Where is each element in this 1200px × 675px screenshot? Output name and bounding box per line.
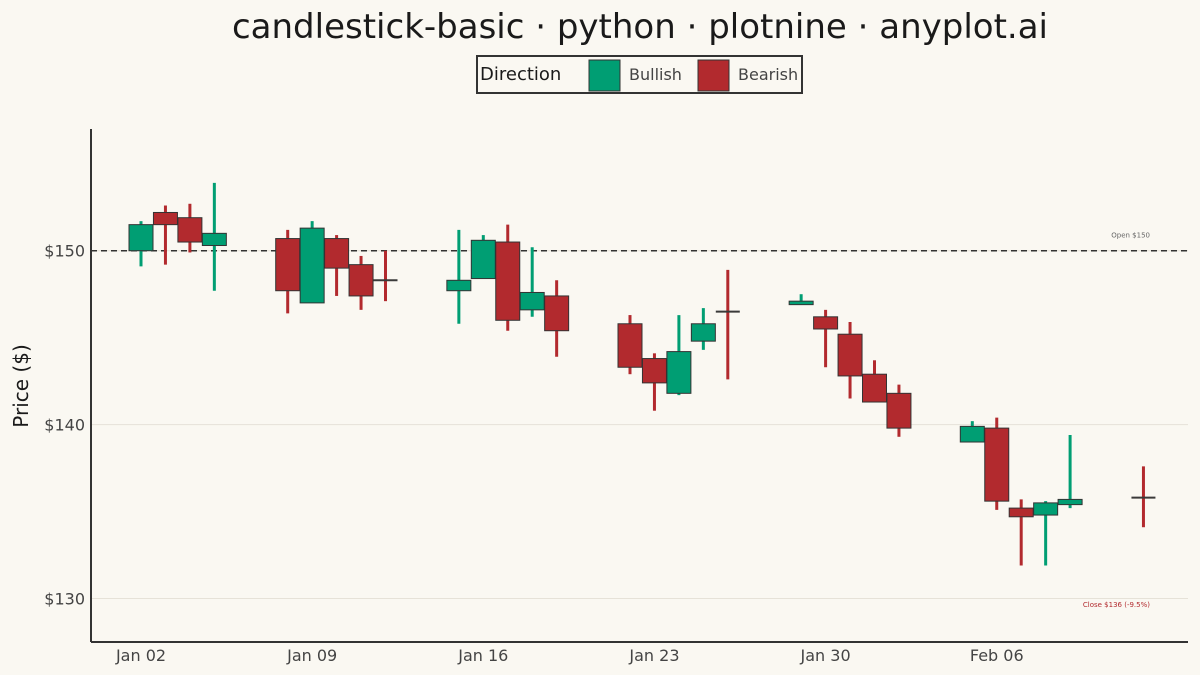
candle-bullish xyxy=(446,229,472,324)
y-tick-label: $130 xyxy=(44,590,85,609)
tick-labels: $130 $140 $150 Jan 02 Jan 09 Jan 16 Jan 23 Jan … xyxy=(44,242,1023,665)
candle-body xyxy=(177,217,203,243)
candles xyxy=(128,182,1156,566)
candle-bullish xyxy=(128,221,154,267)
candle-bearish xyxy=(177,203,203,253)
candle-body xyxy=(275,238,301,292)
candle-bullish xyxy=(1057,435,1083,509)
legend-swatch-bearish xyxy=(697,59,730,92)
candle-bullish xyxy=(201,182,227,291)
legend-label-bullish: Bullish xyxy=(629,65,682,84)
candle-bearish xyxy=(495,224,521,331)
candle-body xyxy=(446,279,472,292)
reference-line-group: Open $150 xyxy=(91,232,1188,252)
candle-body xyxy=(519,291,545,311)
candle-bearish xyxy=(275,229,301,314)
candle-bullish xyxy=(690,308,716,350)
y-tick-label: $150 xyxy=(44,242,85,261)
legend-swatch-bullish xyxy=(588,59,621,92)
candle-body xyxy=(128,224,154,252)
reference-line-label: Open $150 xyxy=(1111,232,1150,240)
candle-bearish xyxy=(813,309,839,368)
candle-body xyxy=(348,264,374,297)
candle-bearish xyxy=(373,250,398,302)
x-tick-label: Jan 02 xyxy=(115,646,166,665)
candle-body xyxy=(1033,502,1059,516)
candle-bearish xyxy=(715,269,740,380)
grid-lines xyxy=(91,250,1188,600)
candle-body xyxy=(152,211,178,226)
y-axis-label: Price ($) xyxy=(9,344,33,427)
candle-body xyxy=(299,227,325,304)
candle-bearish xyxy=(1131,466,1156,528)
x-tick-label: Feb 06 xyxy=(970,646,1024,665)
annotations: Close $136 (-9.5%) xyxy=(1083,601,1150,609)
legend-title: Direction xyxy=(480,64,561,85)
candle-bullish xyxy=(470,235,496,280)
candle-body xyxy=(495,241,521,321)
candle-body xyxy=(862,373,887,403)
legend-label-bearish: Bearish xyxy=(738,65,798,84)
legend: Direction Bullish Bearish xyxy=(476,55,803,94)
candle-body xyxy=(690,323,716,342)
candle-bearish xyxy=(617,315,643,375)
candle-bearish xyxy=(1008,499,1034,566)
candle-bearish xyxy=(348,255,374,310)
candle-body xyxy=(1057,498,1083,506)
candle-body xyxy=(886,392,912,429)
legend-box xyxy=(476,55,803,94)
candle-bullish xyxy=(666,315,692,396)
candle-bullish xyxy=(1033,501,1059,566)
candle-body xyxy=(544,295,570,332)
candle-bearish xyxy=(886,384,912,437)
close-annotation: Close $136 (-9.5%) xyxy=(1083,601,1150,609)
candle-bearish xyxy=(641,353,667,411)
candle-bearish xyxy=(152,205,178,265)
candle-body xyxy=(324,238,350,269)
candle-bearish xyxy=(862,360,887,403)
x-tick-label: Jan 23 xyxy=(628,646,679,665)
candle-body xyxy=(837,333,863,377)
candle-body xyxy=(984,427,1010,502)
candle-body xyxy=(1008,507,1034,518)
x-tick-label: Jan 30 xyxy=(800,646,851,665)
axes xyxy=(90,129,1188,643)
candle-bullish xyxy=(299,221,325,304)
chart-title: candlestick-basic · python · plotnine · … xyxy=(232,7,1048,47)
candle-body xyxy=(813,316,839,330)
candle-body xyxy=(666,351,692,394)
candle-body xyxy=(201,232,227,247)
candle-bullish xyxy=(519,247,545,317)
x-tick-label: Jan 16 xyxy=(457,646,508,665)
candle-body xyxy=(641,358,667,384)
candle-bearish xyxy=(544,280,570,357)
candle-body xyxy=(470,239,496,280)
x-tick-label: Jan 09 xyxy=(286,646,337,665)
candle-bearish xyxy=(984,417,1010,510)
candle-bearish xyxy=(324,235,350,296)
candle-bearish xyxy=(837,322,863,399)
candle-bullish xyxy=(788,294,814,306)
y-tick-label: $140 xyxy=(44,416,85,435)
candle-body xyxy=(959,425,985,443)
candle-body xyxy=(617,323,643,368)
candle-body xyxy=(788,300,814,306)
